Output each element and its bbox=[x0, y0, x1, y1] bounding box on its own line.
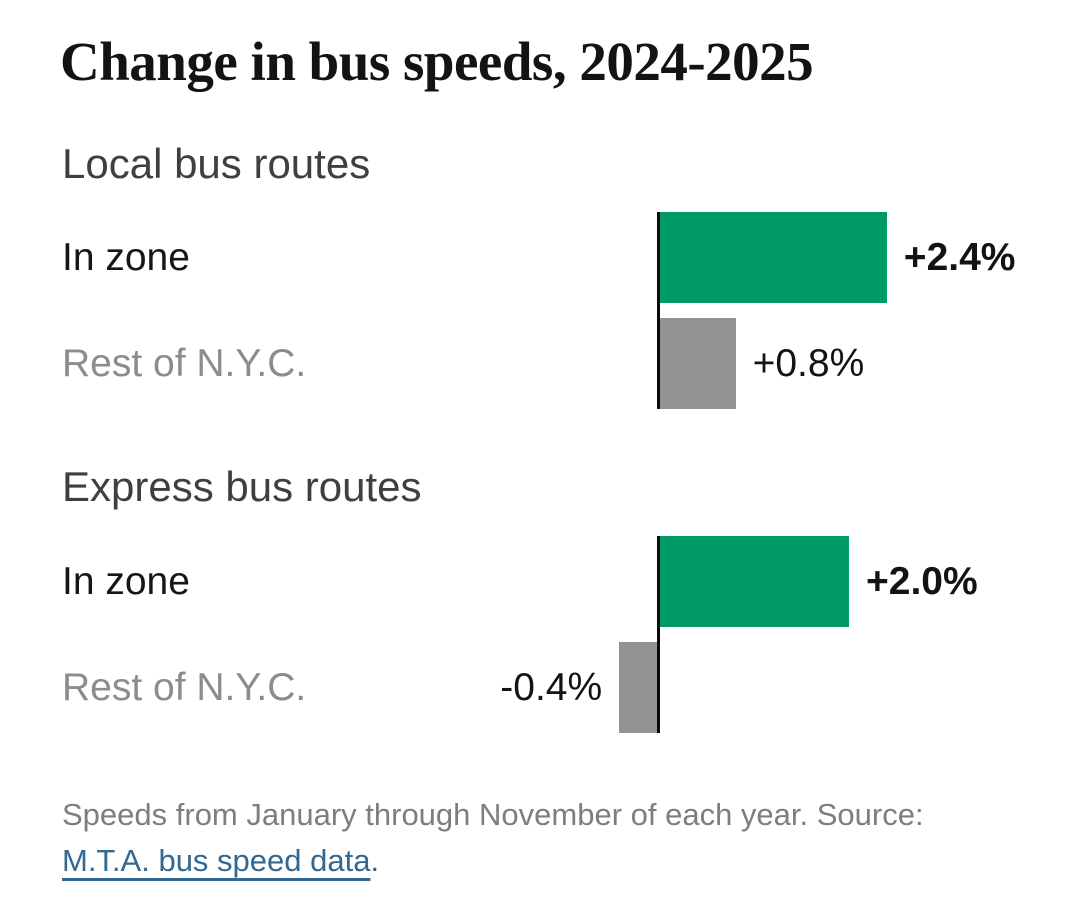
footnote-period: . bbox=[370, 843, 380, 878]
bar-group-local: In zone +2.4% Rest of N.Y.C. +0.8% bbox=[0, 212, 1080, 409]
bar-segment bbox=[660, 536, 849, 627]
zero-axis-line bbox=[657, 212, 660, 409]
bar-row-local-rest-of-nyc: Rest of N.Y.C. +0.8% bbox=[0, 318, 1080, 409]
source-link[interactable]: M.T.A. bus speed data bbox=[62, 843, 371, 878]
row-label: Rest of N.Y.C. bbox=[62, 341, 307, 385]
value-label: -0.4% bbox=[500, 665, 603, 709]
footnote-text: Speeds from January through November of … bbox=[62, 797, 924, 832]
bar-segment bbox=[660, 318, 736, 409]
bar-segment bbox=[619, 642, 657, 733]
bar-row-local-in-zone: In zone +2.4% bbox=[0, 212, 1080, 303]
bar-segment bbox=[660, 212, 887, 303]
group-heading-express: Express bus routes bbox=[62, 463, 422, 510]
bar-group-express: In zone +2.0% Rest of N.Y.C. -0.4% bbox=[0, 536, 1080, 733]
bar-row-express-in-zone: In zone +2.0% bbox=[0, 536, 1080, 627]
value-label: +2.4% bbox=[903, 235, 1016, 279]
zero-axis-line bbox=[657, 536, 660, 733]
bar-row-express-rest-of-nyc: Rest of N.Y.C. -0.4% bbox=[0, 642, 1080, 733]
row-label: In zone bbox=[62, 235, 190, 279]
row-label: In zone bbox=[62, 559, 190, 603]
value-label: +2.0% bbox=[866, 559, 978, 603]
group-heading-local: Local bus routes bbox=[62, 140, 371, 187]
value-label: +0.8% bbox=[752, 341, 865, 385]
chart-footnote: Speeds from January through November of … bbox=[62, 792, 924, 884]
chart-title: Change in bus speeds, 2024-2025 bbox=[60, 31, 814, 92]
row-label: Rest of N.Y.C. bbox=[62, 665, 307, 709]
